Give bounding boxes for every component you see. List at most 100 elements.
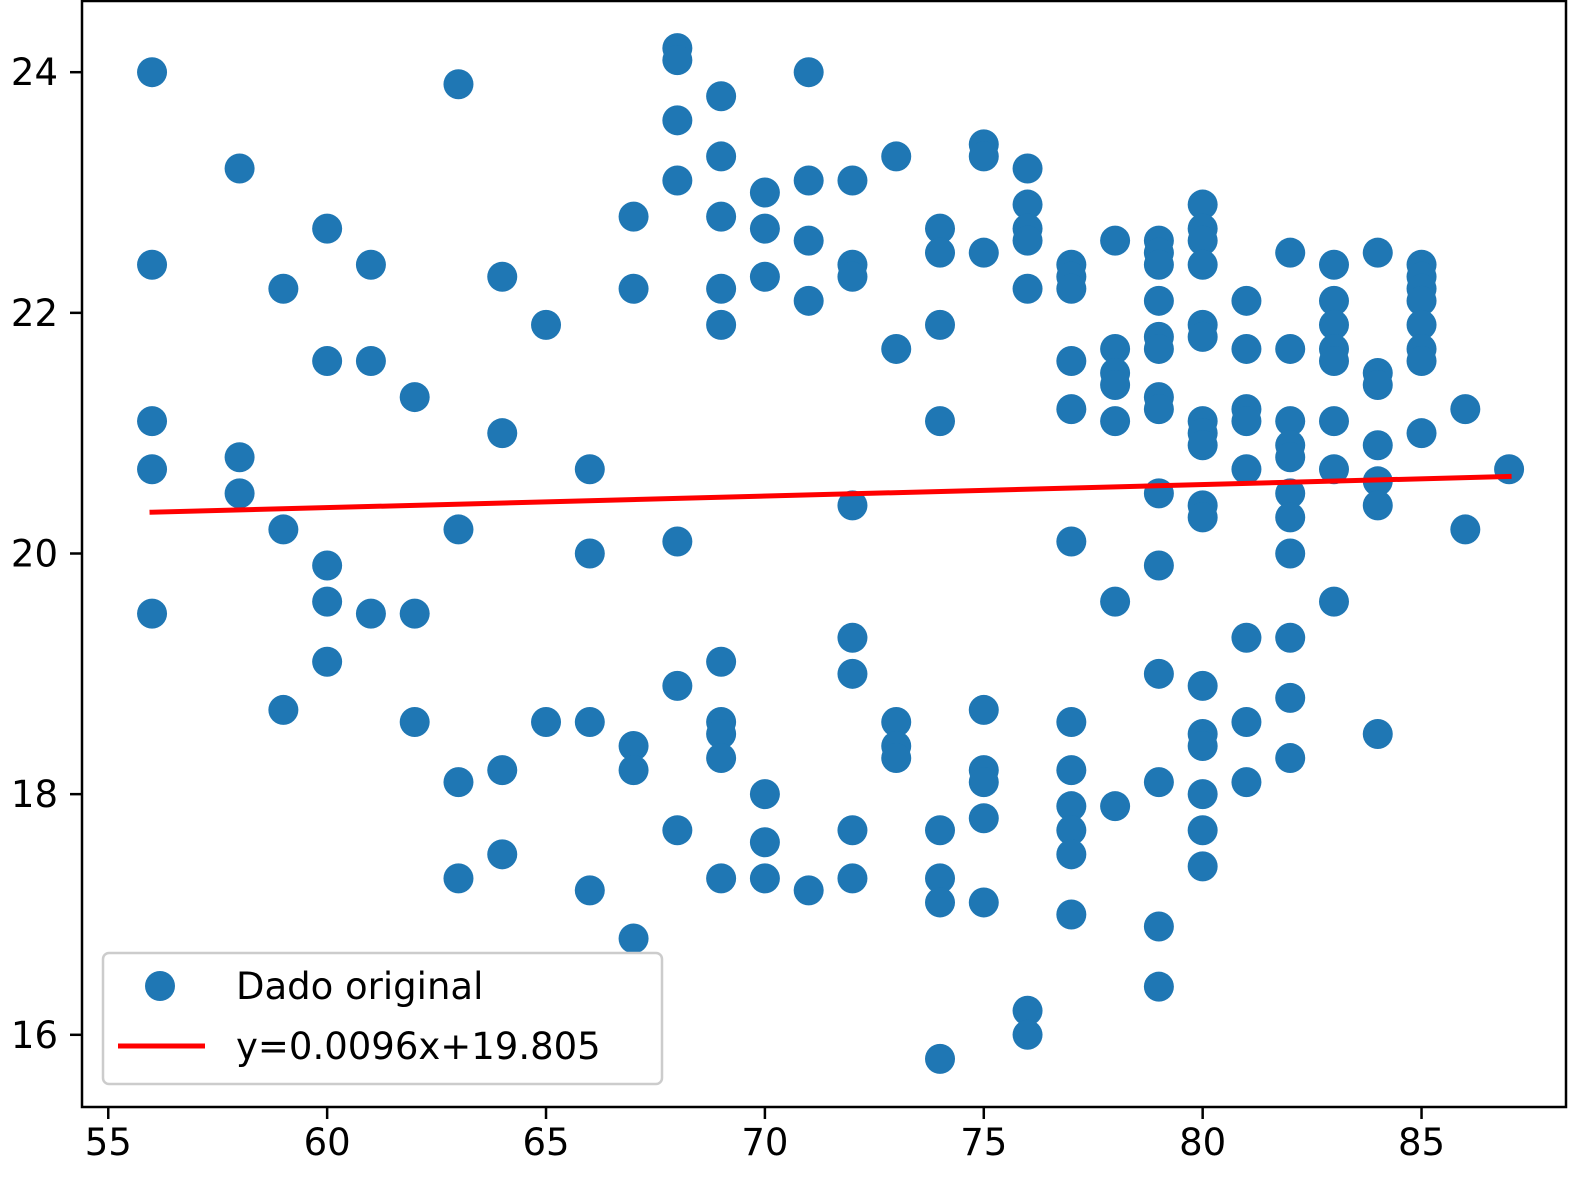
data-point bbox=[968, 694, 999, 725]
data-point bbox=[837, 490, 868, 521]
data-point bbox=[1056, 899, 1087, 930]
data-point bbox=[925, 1043, 956, 1074]
data-point bbox=[749, 261, 780, 292]
y-tick-label: 22 bbox=[11, 292, 58, 335]
data-point bbox=[1012, 189, 1043, 220]
data-point bbox=[793, 875, 824, 906]
data-point bbox=[968, 803, 999, 834]
data-point bbox=[1231, 333, 1262, 364]
data-point bbox=[312, 550, 343, 581]
data-point bbox=[1231, 706, 1262, 737]
data-point bbox=[224, 442, 255, 473]
data-point bbox=[1187, 779, 1218, 810]
data-point bbox=[1143, 285, 1174, 316]
data-point bbox=[487, 418, 518, 449]
data-point bbox=[706, 718, 737, 749]
data-point bbox=[1056, 791, 1087, 822]
data-point bbox=[925, 815, 956, 846]
data-point bbox=[1275, 333, 1306, 364]
data-point bbox=[1406, 345, 1437, 376]
data-point bbox=[1275, 682, 1306, 713]
data-point bbox=[1012, 1019, 1043, 1050]
data-point bbox=[1275, 237, 1306, 268]
data-point bbox=[1406, 418, 1437, 449]
data-point bbox=[1143, 394, 1174, 425]
data-point bbox=[1056, 839, 1087, 870]
data-point bbox=[443, 863, 474, 894]
data-point bbox=[487, 261, 518, 292]
data-point bbox=[1318, 309, 1349, 340]
x-tick-label: 55 bbox=[85, 1121, 132, 1164]
data-point bbox=[749, 863, 780, 894]
data-point bbox=[268, 514, 299, 545]
data-point bbox=[399, 706, 430, 737]
data-point bbox=[749, 177, 780, 208]
data-point bbox=[137, 406, 168, 437]
data-point bbox=[1056, 526, 1087, 557]
data-point bbox=[531, 309, 562, 340]
y-tick-label: 20 bbox=[11, 533, 58, 576]
data-point bbox=[1143, 971, 1174, 1002]
data-point bbox=[1231, 406, 1262, 437]
data-point bbox=[793, 225, 824, 256]
data-point bbox=[662, 105, 693, 136]
data-point bbox=[312, 345, 343, 376]
data-point bbox=[1275, 622, 1306, 653]
data-point bbox=[793, 165, 824, 196]
data-point bbox=[706, 141, 737, 172]
data-point bbox=[1275, 478, 1306, 509]
data-point bbox=[137, 57, 168, 88]
data-point bbox=[837, 261, 868, 292]
data-point bbox=[968, 887, 999, 918]
data-point bbox=[925, 309, 956, 340]
data-point bbox=[881, 743, 912, 774]
data-point bbox=[618, 731, 649, 762]
data-point bbox=[837, 863, 868, 894]
data-point bbox=[1187, 225, 1218, 256]
data-point bbox=[1056, 706, 1087, 737]
data-point bbox=[443, 514, 474, 545]
data-point bbox=[443, 69, 474, 100]
data-point bbox=[749, 213, 780, 244]
data-point bbox=[399, 382, 430, 413]
data-point bbox=[662, 815, 693, 846]
data-point bbox=[1406, 309, 1437, 340]
data-point bbox=[662, 670, 693, 701]
data-point bbox=[1231, 285, 1262, 316]
data-point bbox=[1100, 333, 1131, 364]
data-point bbox=[1100, 586, 1131, 617]
y-tick-label: 16 bbox=[11, 1014, 58, 1057]
data-point bbox=[1100, 406, 1131, 437]
data-point bbox=[355, 249, 386, 280]
data-point bbox=[618, 755, 649, 786]
data-point bbox=[574, 706, 605, 737]
legend-marker-scatter bbox=[145, 971, 175, 1001]
legend-label-scatter: Dado original bbox=[236, 965, 483, 1008]
data-point bbox=[749, 827, 780, 858]
data-point bbox=[1318, 406, 1349, 437]
data-point bbox=[574, 875, 605, 906]
data-point bbox=[1494, 454, 1525, 485]
data-point bbox=[574, 538, 605, 569]
regression-line-layer bbox=[149, 473, 1512, 515]
data-point bbox=[706, 309, 737, 340]
data-point bbox=[925, 213, 956, 244]
data-point bbox=[1450, 394, 1481, 425]
data-point bbox=[1056, 345, 1087, 376]
data-point bbox=[1187, 502, 1218, 533]
data-point bbox=[1143, 333, 1174, 364]
data-point bbox=[706, 201, 737, 232]
data-point bbox=[1012, 225, 1043, 256]
data-point bbox=[749, 779, 780, 810]
data-point bbox=[706, 863, 737, 894]
data-point bbox=[1231, 454, 1262, 485]
data-point bbox=[881, 333, 912, 364]
data-point bbox=[1143, 550, 1174, 581]
x-tick-label: 65 bbox=[522, 1121, 569, 1164]
data-point bbox=[793, 285, 824, 316]
data-point bbox=[1362, 237, 1393, 268]
data-point bbox=[1187, 189, 1218, 220]
data-point bbox=[1187, 851, 1218, 882]
data-point bbox=[1056, 273, 1087, 304]
